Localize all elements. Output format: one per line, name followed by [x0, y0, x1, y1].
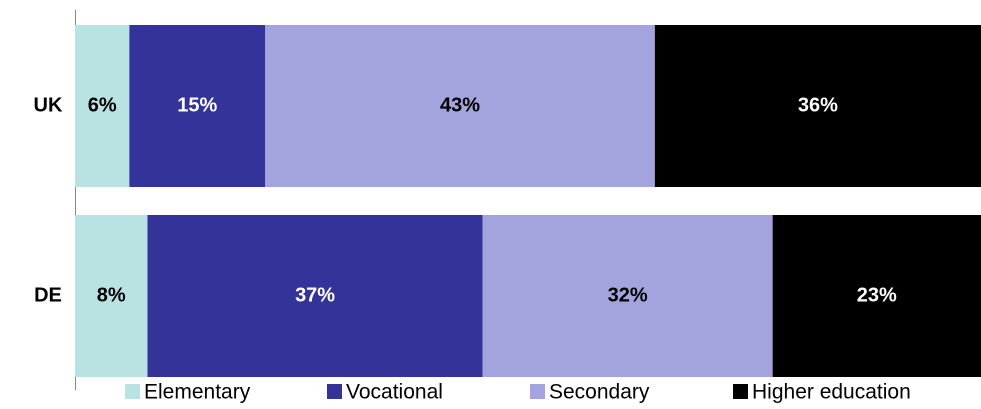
legend-swatch: [530, 384, 545, 399]
data-label: 15%: [177, 94, 217, 116]
legend-label: Vocational: [346, 381, 443, 404]
legend-swatch: [125, 384, 140, 399]
bar-segment: [75, 25, 130, 187]
bar-segment: [147, 215, 483, 377]
category-label: UK: [34, 94, 63, 116]
legend-label: Secondary: [549, 381, 650, 404]
data-label: 32%: [608, 284, 648, 306]
bar-segment: [654, 25, 981, 187]
data-label: 36%: [798, 94, 838, 116]
category-label: DE: [34, 284, 62, 306]
legend-label: Higher education: [752, 381, 911, 404]
data-label: 43%: [440, 94, 480, 116]
legend-label: Elementary: [144, 381, 251, 404]
bar-segment: [772, 215, 981, 377]
data-label: 8%: [97, 284, 126, 306]
bar-segment: [265, 25, 655, 187]
bar-segment: [482, 215, 773, 377]
bar-segment: [129, 25, 266, 187]
data-label: 23%: [857, 284, 897, 306]
data-label: 6%: [88, 94, 117, 116]
legend-swatch: [733, 384, 748, 399]
data-label: 37%: [295, 284, 335, 306]
bar-segment: [75, 215, 148, 377]
legend-swatch: [327, 384, 342, 399]
